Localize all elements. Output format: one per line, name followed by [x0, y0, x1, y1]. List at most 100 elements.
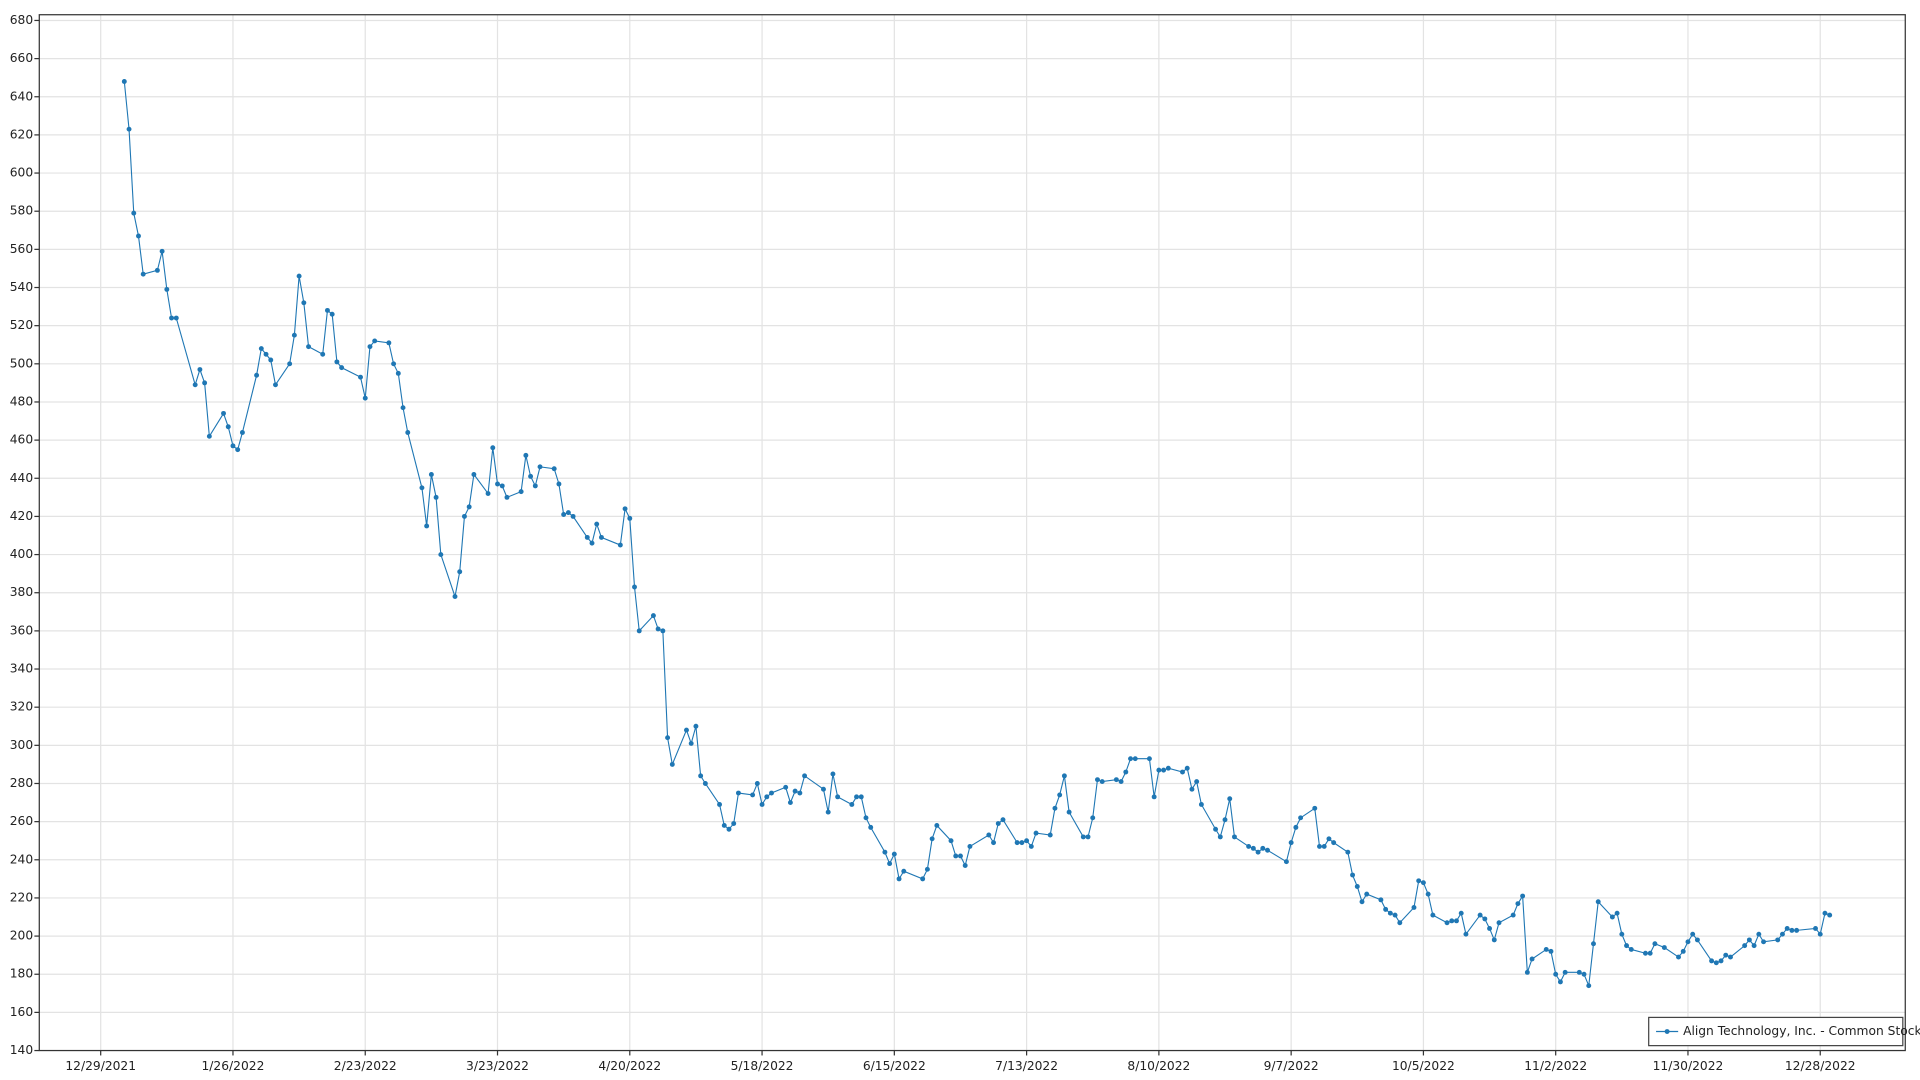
x-tick-label: 11/2/2022: [1524, 1059, 1587, 1073]
data-point: [792, 788, 798, 794]
data-point: [759, 802, 765, 807]
data-point: [693, 723, 699, 729]
data-point: [1317, 843, 1322, 849]
data-point: [1813, 926, 1818, 931]
data-point: [136, 233, 141, 239]
data-point: [1000, 817, 1006, 823]
data-point: [1690, 931, 1696, 937]
data-point: [1331, 840, 1337, 846]
data-point: [287, 361, 293, 367]
data-point: [1293, 824, 1299, 830]
y-tick-label: 620: [10, 127, 33, 141]
data-point: [962, 863, 968, 868]
data-point: [324, 307, 330, 313]
data-point: [1283, 859, 1289, 865]
data-point: [948, 838, 954, 844]
data-point: [532, 483, 538, 489]
data-point: [329, 311, 335, 317]
data-point: [518, 489, 524, 495]
data-point: [1619, 931, 1625, 937]
data-point: [1454, 918, 1459, 924]
y-tick-label: 280: [10, 776, 33, 790]
data-point: [787, 800, 793, 806]
data-point: [221, 410, 226, 416]
x-tick-label: 1/26/2022: [202, 1059, 265, 1073]
data-point: [537, 464, 543, 470]
data-point: [339, 365, 345, 371]
data-point: [551, 466, 557, 472]
data-point: [1345, 849, 1351, 855]
data-point: [570, 513, 576, 519]
data-point: [1827, 912, 1833, 918]
data-point: [1387, 910, 1393, 916]
data-point: [1321, 843, 1327, 849]
data-point: [1099, 779, 1105, 785]
data-point: [1024, 838, 1030, 844]
data-point: [1359, 899, 1365, 905]
y-tick-label: 680: [10, 13, 33, 27]
y-tick-label: 340: [10, 662, 33, 676]
data-point: [1680, 948, 1686, 954]
data-point: [1562, 969, 1568, 975]
y-tick-label: 640: [10, 89, 33, 103]
data-point: [433, 494, 439, 500]
data-point: [1312, 805, 1318, 811]
data-point: [1718, 958, 1724, 964]
data-point: [1198, 802, 1204, 807]
data-point: [1416, 878, 1422, 884]
data-point: [362, 395, 368, 401]
data-point: [1132, 756, 1138, 762]
data-point: [721, 822, 727, 828]
data-point: [386, 340, 392, 346]
data-point: [1128, 756, 1133, 762]
data-point: [1713, 960, 1719, 966]
y-tick-label: 600: [10, 166, 33, 180]
data-point: [1397, 920, 1403, 926]
data-point: [1061, 773, 1067, 779]
legend: Align Technology, Inc. - Common Stock: [1648, 1016, 1920, 1047]
data-point: [126, 126, 132, 132]
data-point: [1784, 926, 1790, 931]
data-point: [1184, 765, 1190, 771]
data-point: [1817, 931, 1823, 937]
x-tick-label: 2/23/2022: [334, 1059, 397, 1073]
data-point: [1694, 937, 1700, 943]
data-point: [495, 481, 500, 487]
data-point: [1019, 840, 1025, 846]
data-point: [452, 594, 458, 599]
data-point: [1066, 809, 1072, 815]
data-point: [164, 286, 170, 292]
data-point: [1392, 912, 1398, 918]
data-point: [301, 300, 307, 306]
data-point: [835, 794, 841, 800]
data-point: [735, 790, 741, 796]
data-point: [934, 822, 940, 828]
data-point: [1378, 897, 1384, 903]
data-point: [1794, 927, 1800, 933]
data-point: [291, 332, 297, 338]
data-point: [192, 382, 198, 388]
data-point: [717, 802, 722, 807]
data-point: [1458, 910, 1464, 916]
data-point: [929, 836, 935, 842]
data-point: [1383, 906, 1389, 912]
data-point: [273, 382, 278, 388]
data-point: [669, 761, 675, 767]
data-point: [306, 344, 312, 350]
data-point: [731, 821, 737, 826]
data-point: [1779, 931, 1785, 937]
data-point: [684, 727, 689, 733]
data-point: [159, 248, 165, 254]
data-point: [1255, 849, 1261, 855]
data-point: [230, 443, 236, 449]
x-tick-label: 8/10/2022: [1127, 1059, 1190, 1073]
data-point: [1553, 971, 1559, 977]
data-point: [395, 370, 401, 376]
data-point: [958, 853, 963, 859]
data-point: [372, 338, 378, 344]
data-point: [334, 359, 340, 365]
legend-marker: [1664, 1029, 1670, 1034]
y-tick-label: 660: [10, 51, 33, 65]
data-point: [1288, 840, 1294, 846]
grid: 140 160 180 200 220 240 260 280 300 320 340 360 380 4…: [10, 13, 1906, 1073]
